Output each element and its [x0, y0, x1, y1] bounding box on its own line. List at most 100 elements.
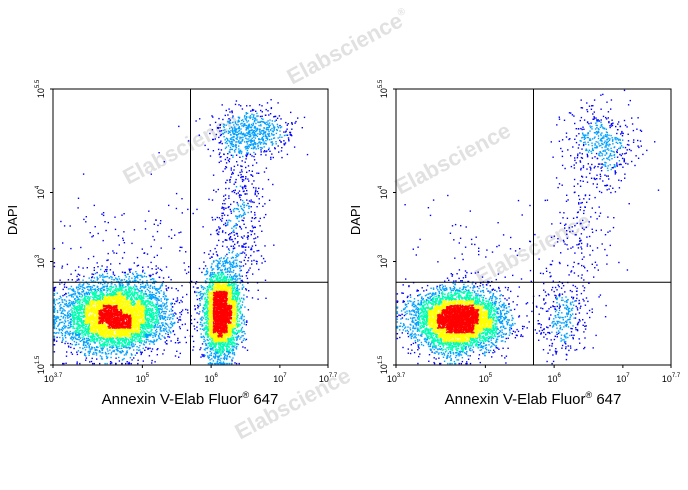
scatter-point — [217, 267, 220, 269]
scatter-point — [180, 311, 183, 313]
scatter-point — [233, 353, 235, 356]
scatter-point — [130, 268, 132, 270]
scatter-point — [204, 273, 206, 276]
scatter-point — [168, 310, 171, 312]
scatter-point — [152, 273, 154, 276]
scatter-point — [249, 133, 251, 135]
scatter-point — [95, 354, 98, 356]
scatter-point — [190, 315, 192, 317]
scatter-point — [261, 137, 263, 139]
scatter-point — [143, 333, 145, 335]
scatter-point — [239, 196, 241, 199]
scatter-point — [214, 279, 216, 282]
scatter-point — [199, 291, 201, 294]
scatter-point — [228, 351, 230, 353]
scatter-point — [230, 212, 233, 214]
scatter-point — [148, 355, 151, 357]
scatter-point — [148, 343, 151, 345]
scatter-point — [237, 303, 240, 305]
scatter-point — [283, 143, 285, 145]
scatter-point — [78, 306, 80, 308]
scatter-point — [121, 345, 123, 347]
scatter-point — [218, 350, 220, 352]
scatter-point — [222, 351, 224, 353]
scatter-point — [143, 303, 145, 306]
scatter-point — [233, 169, 235, 171]
scatter-point — [236, 326, 238, 328]
scatter-point — [227, 343, 229, 345]
scatter-point — [223, 208, 225, 211]
scatter-point — [229, 265, 232, 267]
scatter-point — [131, 359, 133, 361]
scatter-point — [245, 119, 248, 122]
scatter-point — [222, 362, 224, 365]
scatter-point — [208, 253, 210, 255]
scatter-point — [253, 136, 255, 138]
scatter-point — [82, 336, 85, 338]
scatter-point — [232, 276, 235, 278]
scatter-point — [217, 359, 219, 361]
scatter-point — [152, 321, 154, 324]
scatter-point — [105, 355, 108, 357]
scatter-point — [247, 126, 249, 128]
scatter-point — [181, 309, 184, 311]
scatter-point — [247, 178, 249, 180]
scatter-point — [247, 235, 249, 237]
scatter-point — [229, 338, 231, 340]
scatter-point — [238, 126, 241, 128]
scatter-point — [88, 354, 90, 356]
scatter-point — [235, 133, 237, 136]
scatter-point — [250, 116, 252, 119]
scatter-point — [70, 309, 72, 311]
scatter-point — [53, 302, 56, 304]
scatter-point — [260, 124, 262, 126]
scatter-point — [227, 130, 230, 132]
scatter-point — [167, 331, 169, 334]
scatter-point — [139, 299, 141, 302]
scatter-point — [128, 339, 130, 342]
scatter-point — [238, 127, 240, 130]
scatter-point — [148, 321, 150, 323]
scatter-point — [72, 332, 74, 334]
scatter-point — [87, 342, 90, 344]
scatter-point — [71, 312, 74, 314]
scatter-point — [289, 133, 291, 135]
scatter-point — [254, 119, 257, 121]
scatter-point — [244, 193, 246, 195]
watermark-4: Elabscience — [471, 208, 595, 290]
scatter-point — [260, 132, 263, 134]
scatter-point — [143, 334, 145, 336]
scatter-point — [203, 329, 205, 332]
scatter-point — [238, 216, 240, 218]
scatter-point — [206, 278, 208, 280]
scatter-point — [72, 290, 75, 292]
scatter-point — [142, 343, 145, 345]
scatter-point — [53, 338, 56, 340]
scatter-point — [77, 328, 79, 331]
scatter-point — [113, 340, 115, 342]
scatter-point — [203, 355, 205, 358]
scatter-point — [261, 138, 263, 140]
scatter-point — [123, 346, 125, 348]
scatter-point — [234, 297, 237, 299]
scatter-point — [205, 313, 207, 316]
scatter-point — [242, 199, 244, 202]
scatter-point — [135, 288, 137, 291]
scatter-point — [91, 280, 93, 283]
scatter-point — [79, 299, 81, 302]
scatter-point — [134, 337, 136, 339]
scatter-point — [140, 274, 142, 277]
scatter-point — [228, 338, 230, 340]
scatter-point — [138, 339, 140, 341]
scatter-point — [114, 341, 117, 343]
scatter-point — [268, 135, 271, 137]
scatter-point — [78, 324, 80, 327]
scatter-point — [227, 248, 230, 250]
scatter-point — [162, 322, 164, 324]
scatter-point — [113, 274, 116, 277]
scatter-point — [134, 302, 136, 305]
scatter-point — [232, 266, 234, 268]
scatter-point — [147, 289, 150, 292]
scatter-point — [126, 352, 128, 354]
scatter-point — [262, 257, 265, 260]
